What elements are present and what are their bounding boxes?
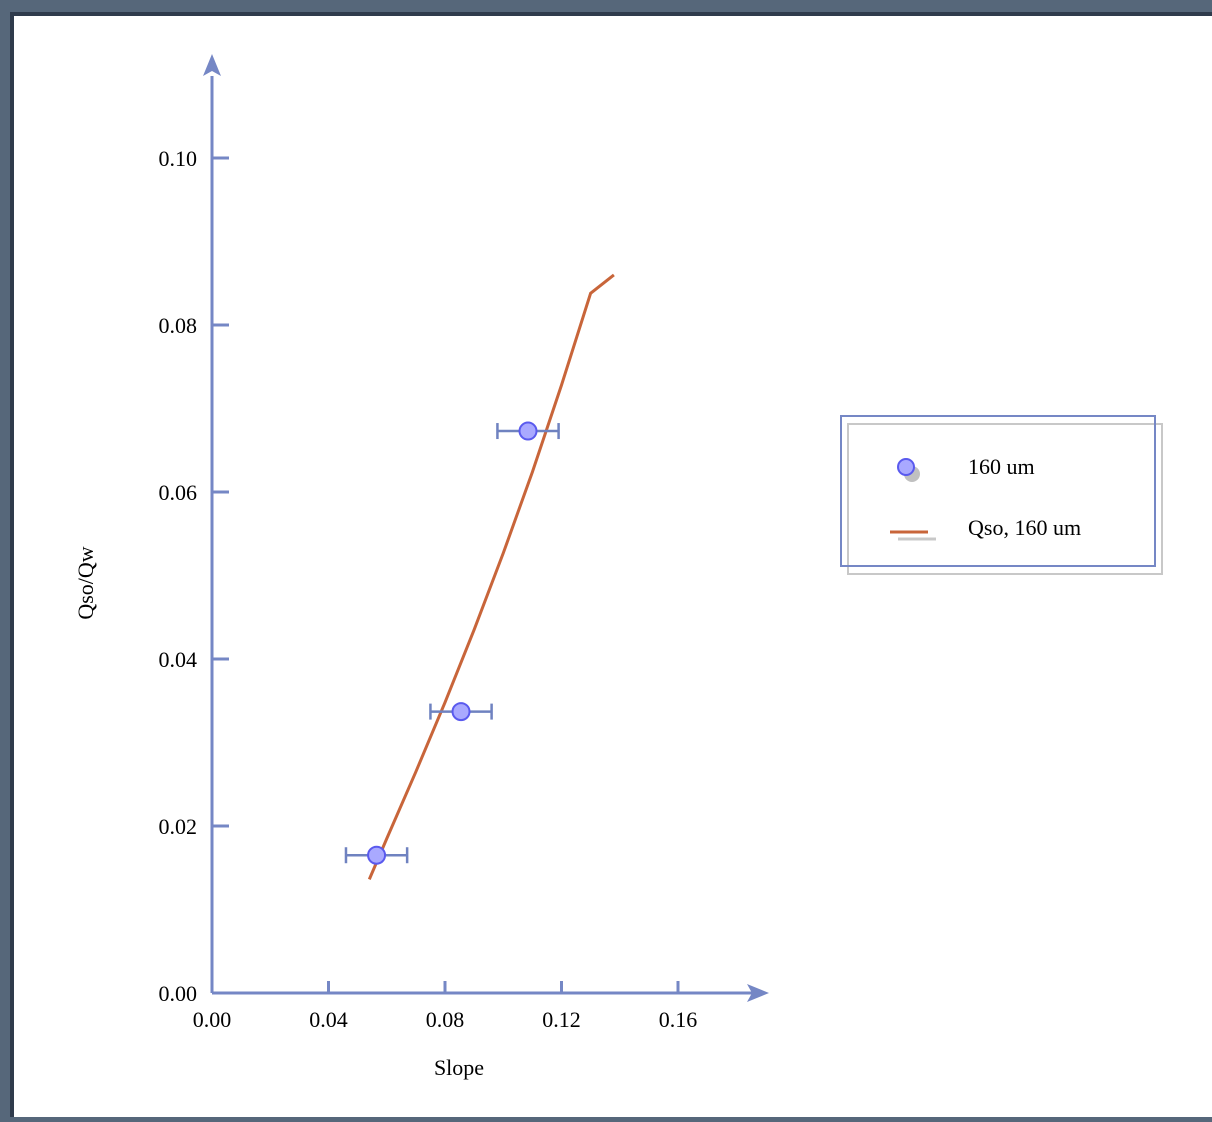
legend-label-line: Qso, 160 um <box>968 515 1081 540</box>
x-tick-label: 0.04 <box>309 1007 348 1032</box>
data-point <box>518 421 538 441</box>
y-axis-arrow-icon <box>203 54 221 76</box>
y-axis-label: Qso/Qw <box>73 546 98 619</box>
data-point <box>367 845 387 865</box>
axes <box>203 54 769 1002</box>
data-point-group <box>429 702 493 722</box>
x-axis-arrow-icon <box>747 984 769 1002</box>
legend-label-points: 160 um <box>968 454 1035 479</box>
x-tick-label: 0.08 <box>426 1007 465 1032</box>
x-tick-label: 0.00 <box>193 1007 232 1032</box>
scatter-chart: 0.00 0.04 0.08 0.12 0.16 0.000.020.040.060.0… <box>73 54 1163 1080</box>
data-point-group <box>344 845 409 865</box>
y-tick-label: 0.00 <box>159 981 198 1006</box>
fit-line-series <box>367 273 615 880</box>
x-tick-label: 0.16 <box>659 1007 698 1032</box>
y-tick-label: 0.08 <box>159 313 198 338</box>
legend-box <box>840 415 1156 567</box>
x-axis-label: Slope <box>434 1055 484 1080</box>
x-tick-label: 0.12 <box>542 1007 581 1032</box>
data-point <box>451 702 471 722</box>
data-point-group <box>496 421 560 441</box>
data-points-series <box>344 421 560 865</box>
x-axis-ticks: 0.00 0.04 0.08 0.12 0.16 <box>193 981 698 1032</box>
y-axis-ticks: 0.00 0.02 0.04 0.06 0.08 0.10 <box>159 146 229 1006</box>
plot-canvas: 0.00 0.04 0.08 0.12 0.16 0.00 0.02 0.04 0.06 0.0… <box>10 12 1212 1117</box>
legend-shadow-box <box>847 423 1163 575</box>
y-tick-label: 0.06 <box>159 480 198 505</box>
y-tick-label: 0.10 <box>159 146 198 171</box>
y-tick-label: 0.04 <box>159 647 198 672</box>
fit-line <box>367 273 615 880</box>
legend-marker-icon <box>897 458 915 476</box>
legend: 160 um Qso, 160 um <box>840 415 1163 575</box>
y-tick-label: 0.02 <box>159 814 198 839</box>
